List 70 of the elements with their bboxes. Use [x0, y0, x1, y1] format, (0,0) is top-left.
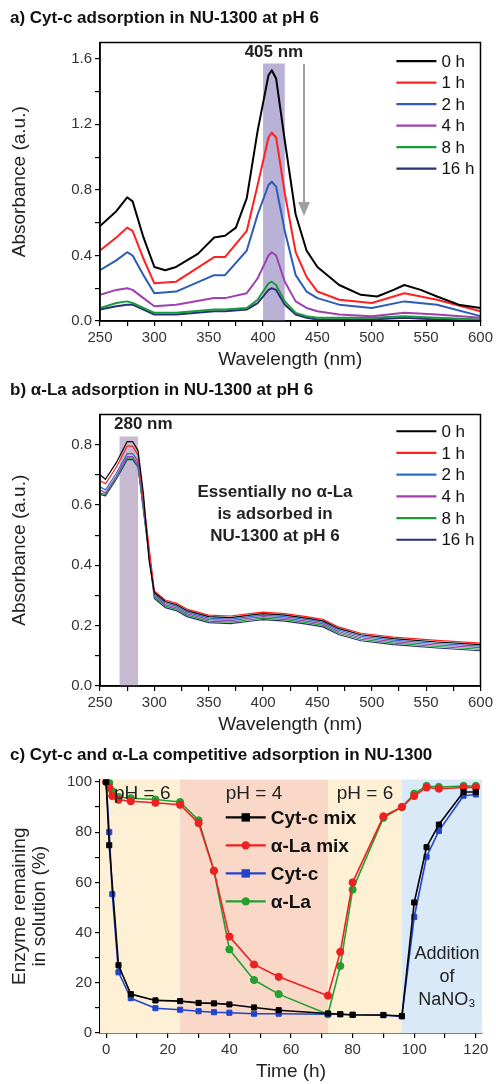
- x-tick-label: 600: [467, 328, 493, 346]
- x-tick-label: 550: [413, 693, 439, 711]
- x-tick-label: 300: [141, 328, 167, 346]
- x-tick-label: 250: [87, 328, 113, 346]
- legend-label: 1 h: [441, 443, 466, 463]
- x-tick-label: 250: [87, 693, 113, 711]
- x-axis-title: Wavelength (nm): [218, 713, 363, 735]
- y-tick-label: 0.8: [71, 180, 92, 198]
- x-tick-label: 20: [159, 1040, 177, 1058]
- chart-title: c) Cyt-c and α-La competitive adsorption in NU-1300: [10, 744, 433, 764]
- legend-label: Cyt-c mix: [270, 806, 357, 828]
- y-tick-label: 0.0: [71, 311, 92, 329]
- legend-label: 8 h: [441, 508, 466, 528]
- legend-label: 16 h: [441, 159, 475, 179]
- y-tick-label: 40: [75, 922, 92, 940]
- x-tick-label: 500: [359, 693, 385, 711]
- y-axis-title: Enzyme remaining in solution (%): [8, 827, 50, 985]
- x-tick-label: 500: [359, 328, 385, 346]
- legend-label: 4 h: [441, 116, 466, 136]
- annotation: Essentially no α-La is adsorbed in NU-1300 at pH 6: [197, 482, 354, 546]
- legend-label: 0 h: [441, 51, 466, 71]
- band-label: pH = 4: [225, 781, 283, 803]
- y-tick-label: 0.0: [71, 676, 92, 694]
- legend-label: 2 h: [441, 94, 466, 114]
- x-tick-label: 100: [401, 1040, 427, 1058]
- x-axis-title: Wavelength (nm): [218, 348, 363, 370]
- x-tick-label: 60: [282, 1040, 300, 1058]
- x-tick-label: 300: [141, 693, 167, 711]
- legend-label: 1 h: [441, 73, 466, 93]
- x-tick-label: 120: [463, 1040, 489, 1058]
- y-tick-label: 20: [75, 972, 92, 990]
- y-tick-label: 60: [75, 872, 92, 890]
- y-tick-label: 0.4: [71, 555, 92, 573]
- x-axis-title: Time (h): [255, 1060, 327, 1082]
- y-tick-label: 0.2: [71, 615, 92, 633]
- legend-label: 16 h: [441, 530, 475, 550]
- y-tick-label: 80: [75, 822, 92, 840]
- y-tick-label: 0.6: [71, 495, 92, 513]
- y-tick-label: 0.4: [71, 245, 92, 263]
- y-tick-label: 1.2: [71, 114, 92, 132]
- chart-title: a) Cyt-c adsorption in NU-1300 at pH 6: [10, 7, 319, 27]
- legend-label: 2 h: [441, 465, 466, 485]
- x-tick-label: 400: [250, 328, 276, 346]
- band-label: 280 nm: [114, 414, 173, 434]
- chart-title: b) α-La adsorption in NU-1300 at pH 6: [10, 379, 314, 399]
- x-tick-label: 600: [467, 693, 493, 711]
- y-tick-label: 0: [83, 1023, 92, 1041]
- band-label: 405 nm: [244, 42, 304, 62]
- x-tick-label: 350: [196, 328, 222, 346]
- x-tick-label: 450: [304, 328, 330, 346]
- x-tick-label: 0: [101, 1040, 111, 1058]
- band-label: Addition of NaNO₃: [414, 943, 480, 1010]
- legend-label: 4 h: [441, 487, 466, 507]
- y-axis-title: Absorbance (a.u.): [8, 106, 30, 258]
- x-tick-label: 400: [250, 693, 276, 711]
- legend-label: Cyt-c: [270, 862, 319, 884]
- legend-label: α-La mix: [270, 834, 350, 856]
- legend-label: α-La: [270, 890, 312, 912]
- y-tick-label: 1.6: [71, 48, 92, 66]
- x-tick-label: 40: [221, 1040, 238, 1058]
- y-axis-title: Absorbance (a.u.): [8, 474, 30, 626]
- legend-label: 0 h: [441, 421, 466, 441]
- band-label: pH = 6: [336, 781, 394, 803]
- y-tick-label: 0.8: [71, 434, 92, 452]
- x-tick-label: 550: [413, 328, 439, 346]
- x-tick-label: 350: [196, 693, 222, 711]
- legend-label: 8 h: [441, 137, 466, 157]
- x-tick-label: 80: [344, 1040, 361, 1058]
- y-tick-label: 100: [66, 772, 92, 790]
- x-tick-label: 450: [304, 693, 330, 711]
